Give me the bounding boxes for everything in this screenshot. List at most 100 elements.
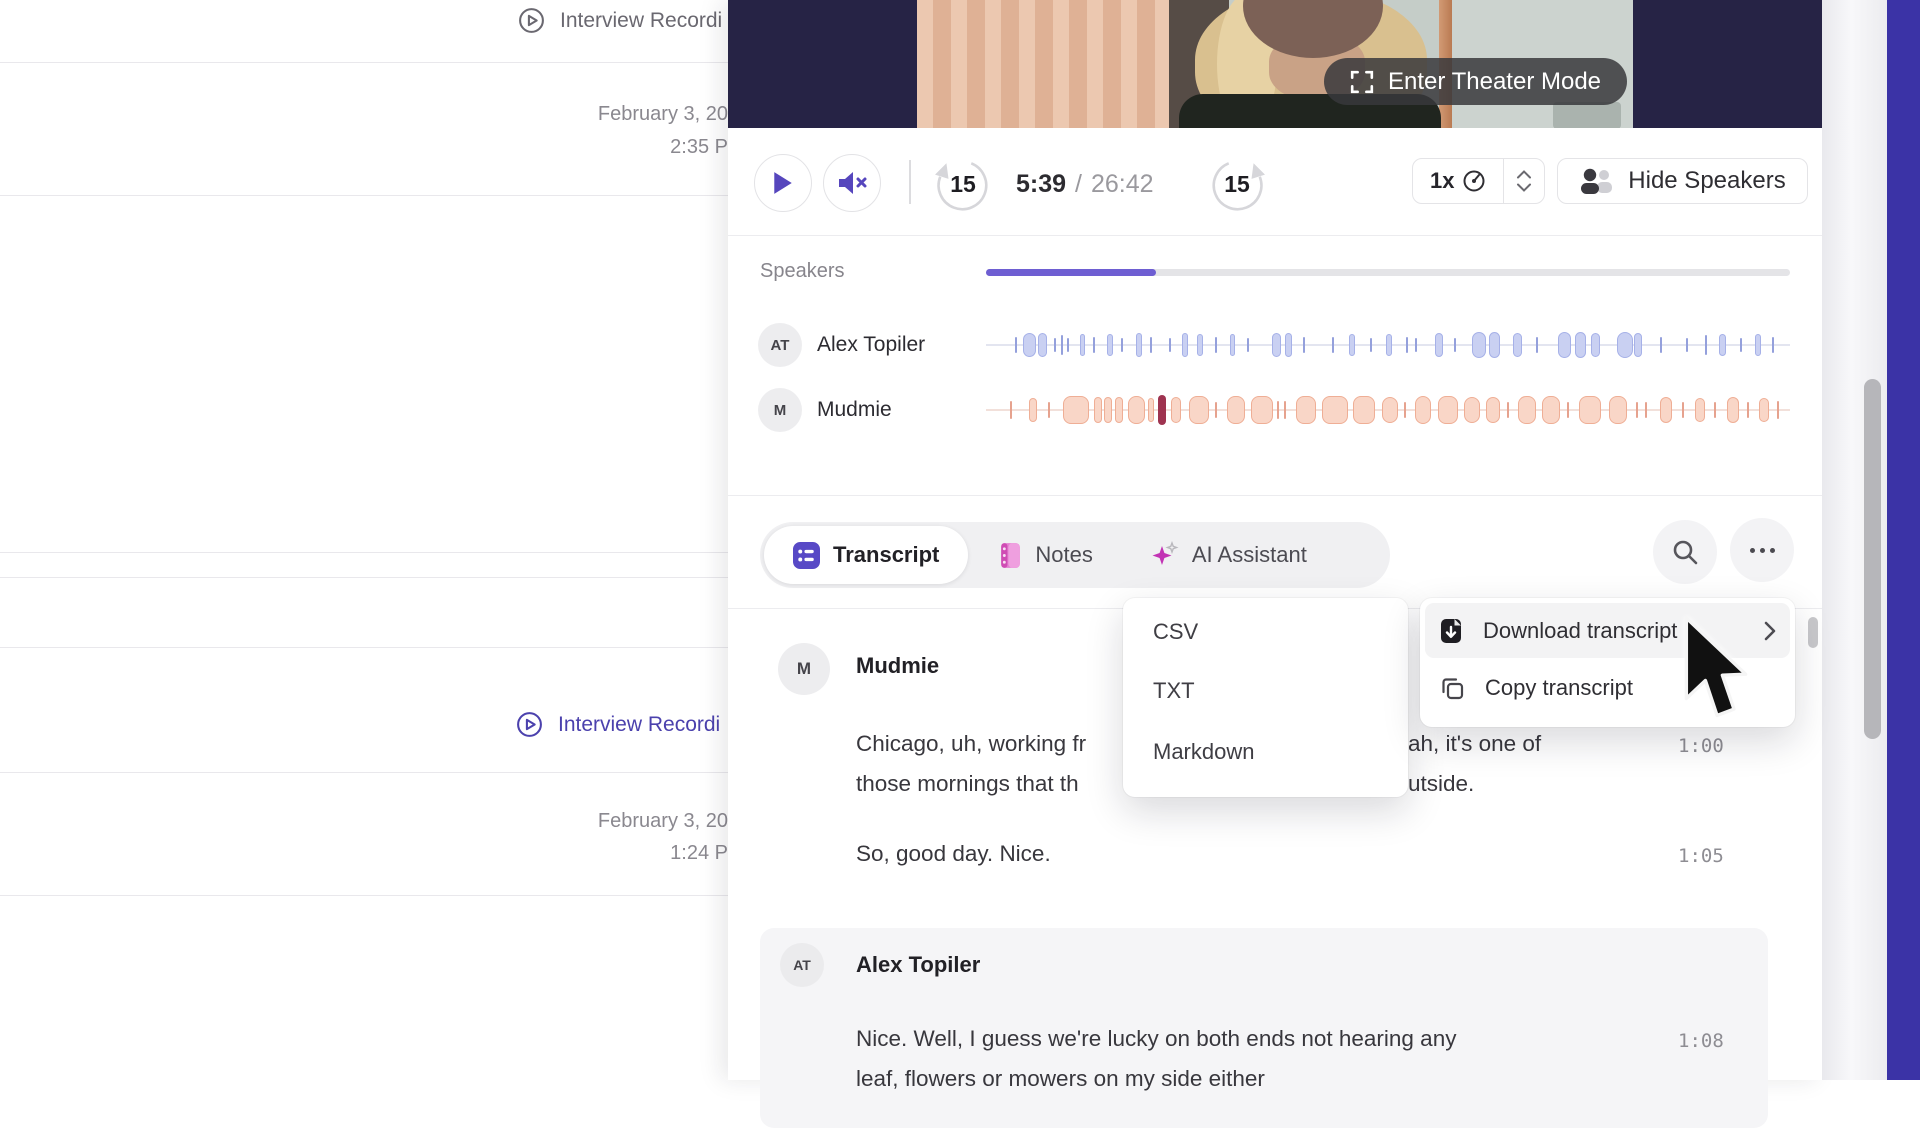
recording-list-item[interactable]: Interview Recordi [517,6,722,35]
notes-notebook-icon [1001,542,1021,568]
hide-speakers-button[interactable]: Hide Speakers [1557,158,1808,204]
menu-item-txt[interactable]: TXT [1153,678,1195,703]
skip-back-value: 15 [950,170,976,197]
speaker-name: Alex Topiler [817,333,926,356]
play-button[interactable] [754,154,812,212]
list-divider [0,577,728,578]
transcript-text[interactable]: utside. [1408,771,1475,796]
webcam-frame [917,0,1633,128]
skip-back-15-button[interactable]: 15 [934,155,992,213]
avatar: AT [780,943,824,987]
current-time: 5:39 [1016,169,1067,198]
video-player[interactable]: Enter Theater Mode [728,0,1822,128]
recording-list-item-active[interactable]: Interview Recordi [515,710,720,739]
menu-item-download-transcript[interactable]: Download transcript [1425,603,1790,658]
window-scrollbar-thumb[interactable] [1864,379,1881,739]
speedometer-icon [1462,169,1486,193]
list-divider [0,647,728,648]
section-divider [728,495,1822,496]
progress-fill [986,269,1157,276]
recordings-list-page: Interview Recordi February 3, 20 2:35 P … [0,0,728,1080]
tab-label: AI Assistant [1191,542,1307,567]
search-icon [1673,540,1698,565]
transcript-scrollbar-thumb[interactable] [1808,617,1818,648]
avatar: M [778,643,830,695]
speakers-heading: Speakers [760,260,845,282]
avatar: M [758,388,802,432]
transcript-speaker-name: Alex Topiler [856,952,981,977]
transcript-text[interactable]: those mornings that th [856,771,1079,796]
enter-theater-mode-button[interactable]: Enter Theater Mode [1324,58,1628,105]
tab-label: Notes [1035,542,1093,567]
transcript-text[interactable]: Chicago, uh, working fr [856,731,1087,756]
view-tabs: Transcript Notes AI Assistant [760,522,1390,588]
list-divider [0,195,728,196]
transcript-timestamp[interactable]: 1:00 [1678,735,1724,757]
copy-icon [1442,677,1464,699]
menu-item-markdown[interactable]: Markdown [1153,739,1255,764]
download-file-icon [1441,618,1461,643]
transcript-timestamp[interactable]: 1:05 [1678,845,1724,867]
search-button[interactable] [1653,520,1717,584]
mute-button[interactable] [823,154,881,212]
transcript-timestamp[interactable]: 1:08 [1678,1030,1724,1052]
ellipsis-icon [1749,547,1775,553]
list-divider [0,552,728,553]
tab-ai-assistant[interactable]: AI Assistant [1122,526,1336,584]
speaker-timeline-alex[interactable] [986,325,1790,365]
tab-transcript[interactable]: Transcript [764,526,969,584]
menu-item-copy-transcript[interactable]: Copy transcript [1425,660,1790,715]
rotate-back-icon [935,162,988,211]
ai-sparkle-icon [1152,541,1179,565]
transcript-text[interactable]: ah, it's one of [1408,731,1542,756]
list-divider [0,772,728,773]
avatar: AT [758,323,802,367]
recording-date: February 3, 20 [597,810,728,832]
skip-forward-value: 15 [1224,170,1250,197]
recording-time: 2:35 P [670,136,728,158]
app-background-strip [1887,0,1920,1080]
tab-notes[interactable]: Notes [968,526,1121,584]
play-icon [774,172,792,194]
transcript-text[interactable]: Nice. Well, I guess we're lucky on both … [856,1026,1457,1051]
menu-item-label: Download transcript [1483,617,1678,643]
theater-mode-label: Enter Theater Mode [1388,67,1602,95]
recording-detail-panel: Enter Theater Mode 15 5:39 / 26:42 15 [728,0,1822,1128]
transcript-speaker-name: Mudmie [856,653,940,678]
hide-speakers-label: Hide Speakers [1628,167,1786,194]
speaker-timeline-mudmie[interactable] [986,390,1790,430]
controls-divider [909,160,911,204]
chevron-up-icon[interactable] [1516,170,1532,179]
transcript-active-block[interactable]: AT Alex Topiler Nice. Well, I guess we'r… [760,928,1768,1128]
curtain-background [917,0,1169,128]
section-divider [728,235,1822,236]
menu-item-csv[interactable]: CSV [1153,619,1199,644]
list-divider [0,895,728,896]
recording-time: 1:24 P [670,842,728,864]
tab-label: Transcript [833,542,940,567]
play-circle-icon [519,8,544,33]
chevron-right-icon [1764,621,1776,641]
recording-title: Interview Recordi [560,8,723,32]
recording-date: February 3, 20 [597,103,728,125]
transcript-list-icon [793,541,820,569]
speed-value: 1x [1430,168,1455,193]
transcript-text[interactable]: So, good day. Nice. [856,841,1051,866]
download-format-submenu: CSV TXT Markdown [1123,598,1408,797]
total-duration: 26:42 [1091,169,1154,198]
speakers-people-icon [1581,168,1613,194]
chevron-down-icon[interactable] [1516,183,1532,192]
play-circle-icon [517,712,542,737]
transcript-text[interactable]: leaf, flowers or mowers on my side eithe… [856,1066,1265,1091]
cabinet [1553,102,1621,128]
mouse-cursor [1684,616,1748,718]
more-options-button[interactable] [1730,518,1794,582]
rotate-forward-icon [1212,162,1265,211]
playback-speed-control[interactable]: 1x [1412,158,1545,204]
list-divider [0,62,728,63]
skip-forward-15-button[interactable]: 15 [1208,155,1266,213]
expand-icon [1350,70,1374,93]
recording-title: Interview Recordi [558,712,721,736]
time-display: 5:39 / 26:42 [1016,156,1154,212]
playback-progress-bar[interactable] [986,269,1790,276]
